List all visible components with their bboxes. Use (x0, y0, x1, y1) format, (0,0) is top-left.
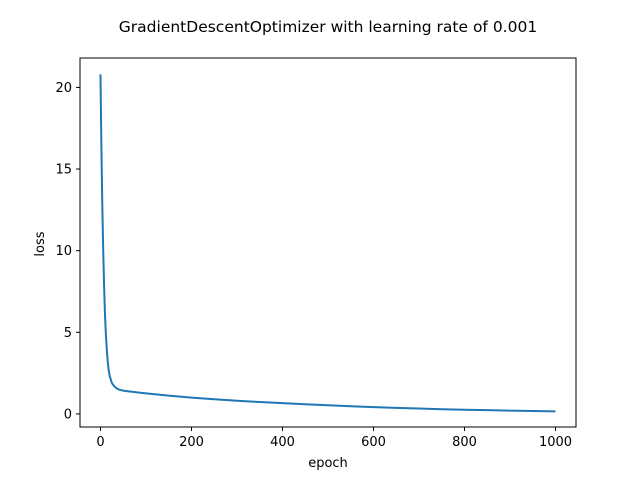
loss-series-line (99, 74, 556, 413)
y-tick-label: 20 (55, 81, 72, 96)
x-tick-label: 400 (270, 435, 295, 450)
x-axis-ticks: 0 200 400 600 800 1000 (96, 427, 572, 450)
x-tick-label: 600 (361, 435, 386, 450)
y-axis-label: loss (33, 231, 48, 256)
x-tick-label: 1000 (539, 435, 572, 450)
plot-frame (79, 57, 577, 428)
x-tick-label: 800 (452, 435, 477, 450)
x-axis-label: epoch (308, 456, 348, 471)
y-tick-label: 15 (55, 163, 72, 178)
x-tick-label: 200 (179, 435, 204, 450)
chart-title: GradientDescentOptimizer with learning r… (119, 18, 537, 36)
x-tick-label: 0 (96, 435, 104, 450)
y-axis-ticks: 0 5 10 15 20 (55, 81, 80, 422)
plot-area (80, 58, 576, 427)
y-tick-label: 10 (55, 244, 72, 259)
y-tick-label: 0 (64, 407, 72, 422)
y-tick-label: 5 (64, 326, 72, 341)
